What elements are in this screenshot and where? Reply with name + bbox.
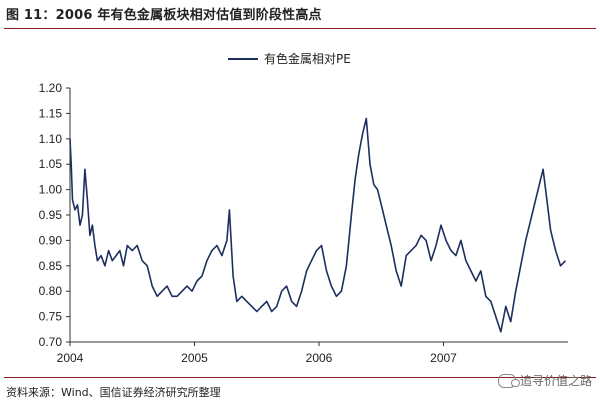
- watermark-label: 追寻价值之路: [519, 374, 592, 388]
- y-tick-label: 1.10: [39, 132, 63, 146]
- y-axis-ticks: 0.70 0.75 0.80 0.85 0.90 0.95 1.00 1.05 1.10 1.15…: [39, 81, 70, 349]
- watermark: 追寻价值之路: [497, 372, 592, 389]
- source-note: 资料来源：Wind、国信证券经济研究所整理: [6, 386, 221, 399]
- legend-swatch: [228, 57, 258, 60]
- x-tick-label: 2007: [430, 351, 457, 365]
- x-tick-label: 2004: [57, 351, 84, 365]
- legend: 有色金属相对PE: [228, 50, 351, 67]
- legend-label: 有色金属相对PE: [264, 52, 351, 66]
- source-rule: [4, 377, 596, 378]
- y-tick-label: 1.00: [39, 183, 63, 197]
- line-chart: 0.70 0.75 0.80 0.85 0.90 0.95 1.00 1.05 1.10 1.15…: [39, 81, 568, 365]
- series-layer: [69, 117, 567, 333]
- y-tick-label: 0.85: [39, 259, 63, 273]
- series-line: [69, 117, 567, 333]
- x-tick-label: 2006: [306, 351, 333, 365]
- chart-axes: [69, 88, 568, 343]
- y-tick-label: 1.20: [39, 81, 63, 95]
- y-tick-label: 1.05: [39, 157, 63, 171]
- title-rule: [4, 28, 596, 29]
- y-tick-label: 0.95: [39, 208, 63, 222]
- x-tick-label: 2005: [181, 351, 208, 365]
- wechat-icon: [497, 373, 520, 388]
- figure-title: 图 11：2006 年有色金属板块相对估值到阶段性高点: [6, 8, 322, 23]
- y-tick-label: 1.15: [39, 106, 63, 120]
- y-tick-label: 0.70: [39, 335, 63, 349]
- y-tick-label: 0.75: [39, 310, 63, 324]
- y-tick-label: 0.80: [39, 284, 63, 298]
- x-axis-ticks: 2004 2005 2006 2007: [57, 342, 457, 365]
- y-tick-label: 0.90: [39, 233, 63, 247]
